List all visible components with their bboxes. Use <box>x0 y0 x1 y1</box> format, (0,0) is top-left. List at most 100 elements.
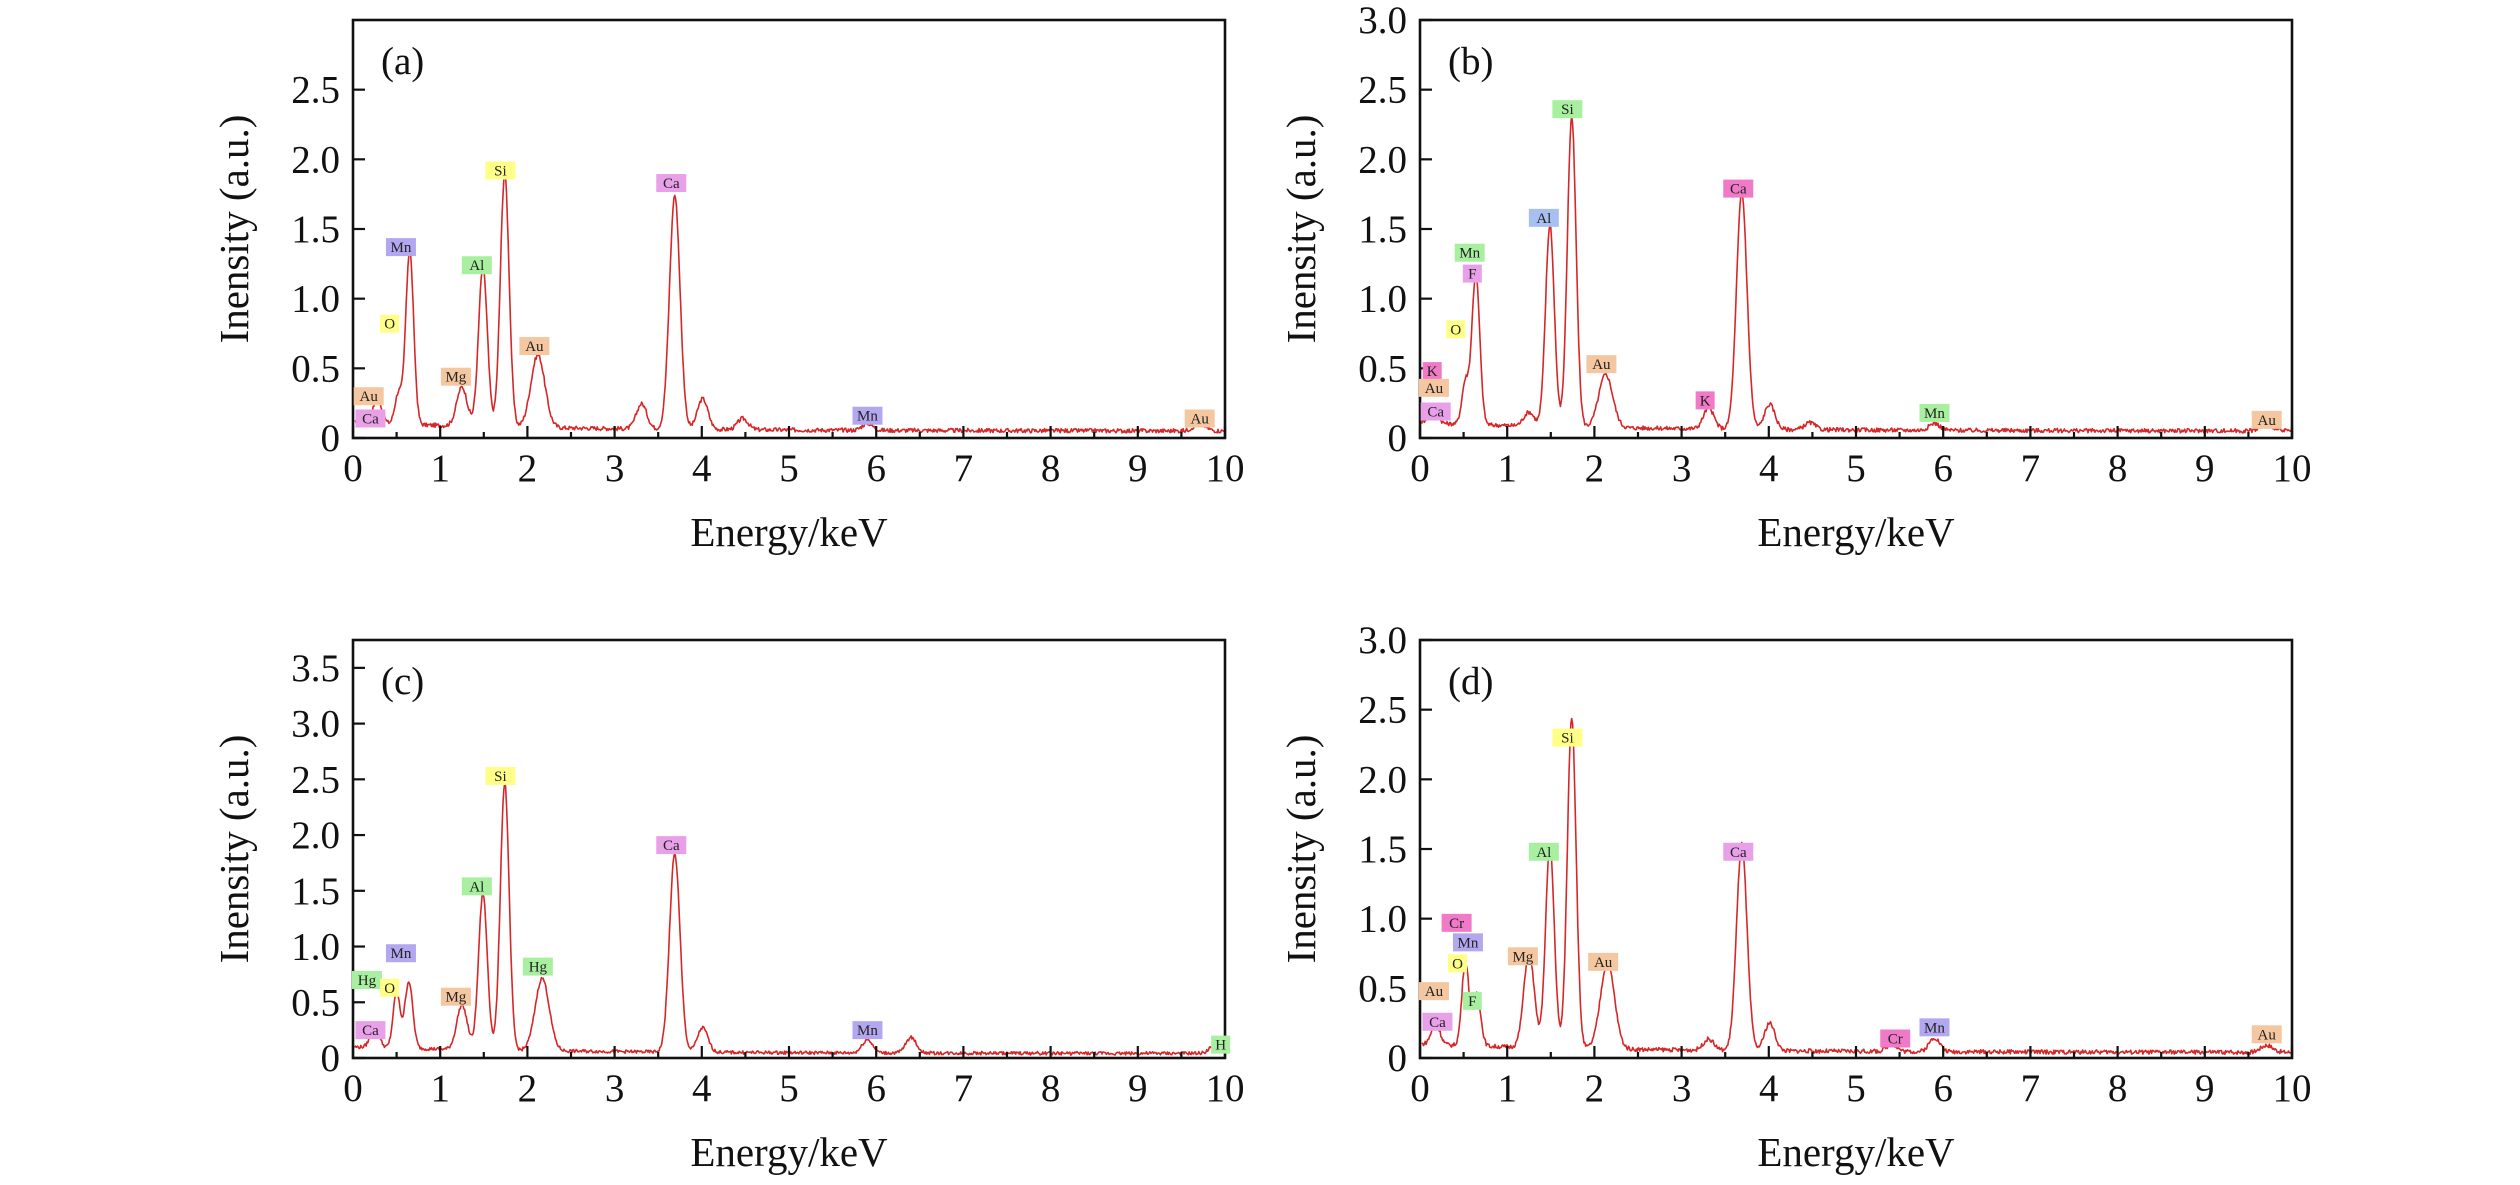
y-tick-label: 3.0 <box>1358 0 1407 42</box>
peak-label-text: Au <box>360 389 379 405</box>
peak-label: Ca <box>355 409 386 428</box>
x-axis-title: Energy/keV <box>1757 1129 1955 1175</box>
peak-label-text: O <box>384 317 395 333</box>
peak-label-text: Au <box>1592 357 1611 373</box>
x-tick-label: 8 <box>2108 447 2128 490</box>
peak-label: Au <box>353 387 384 406</box>
x-tick-label: 3 <box>1672 1067 1692 1110</box>
peak-label-badge <box>1588 952 1619 971</box>
peak-label-badge <box>440 987 471 1006</box>
x-tick-label: 3 <box>605 1067 625 1110</box>
peak-label-text: Si <box>1561 731 1574 747</box>
panel-label: (d) <box>1448 660 1493 703</box>
y-axis-title: Inensity (a.u.) <box>1278 735 1324 964</box>
peak-label-text: H <box>1215 1038 1226 1054</box>
peak-label-badge <box>656 174 687 193</box>
y-axis-title: Inensity (a.u.) <box>211 735 257 964</box>
x-tick-label: 4 <box>1759 1067 1779 1110</box>
peak-label: F <box>1462 264 1482 283</box>
x-tick-label: 3 <box>1672 447 1692 490</box>
peak-label: Mg <box>440 987 471 1006</box>
y-tick-label: 1.5 <box>1358 208 1407 251</box>
peak-label-badge <box>380 314 400 333</box>
x-tick-label: 10 <box>2273 447 2312 490</box>
peak-label-text: Ca <box>362 1023 379 1039</box>
peak-label-badge <box>355 1021 386 1040</box>
x-tick-label: 6 <box>866 447 886 490</box>
y-tick-label: 0 <box>321 417 341 460</box>
y-tick-label: 1.0 <box>1358 278 1407 321</box>
peak-label-text: Au <box>1191 411 1210 427</box>
peak-label-badge <box>852 1021 883 1040</box>
peak-label-text: F <box>1468 994 1476 1010</box>
y-tick-label: 1.0 <box>291 278 340 321</box>
peak-label-badge <box>1211 1035 1231 1054</box>
x-tick-label: 9 <box>1128 447 1148 490</box>
peak-label-text: F <box>1468 267 1476 283</box>
peak-label-badge <box>1441 913 1472 932</box>
y-tick-label: 0 <box>321 1037 341 1080</box>
peak-label-text: Mn <box>1459 246 1480 262</box>
x-axis-title: Energy/keV <box>1757 509 1955 555</box>
peak-label-text: Cr <box>1888 1031 1903 1047</box>
peak-label-badge <box>522 957 553 976</box>
y-tick-label: 0.5 <box>1358 347 1407 390</box>
panel-label: (b) <box>1448 40 1493 83</box>
x-tick-label: 2 <box>518 447 538 490</box>
peak-label-text: K <box>1427 364 1438 380</box>
y-tick-label: 3.0 <box>291 703 340 746</box>
peak-label-text: Ca <box>362 411 379 427</box>
x-tick-label: 2 <box>1585 447 1605 490</box>
y-tick-label: 3.5 <box>291 647 340 690</box>
y-tick-label: 1.0 <box>291 926 340 969</box>
peak-label-text: Ca <box>1429 1015 1446 1031</box>
peak-label: Mn <box>385 944 416 963</box>
peak-label: Al <box>461 877 492 896</box>
x-tick-label: 7 <box>2021 1067 2041 1110</box>
peak-label: Au <box>1588 952 1619 971</box>
peak-label-badge <box>1447 954 1467 973</box>
peak-label: Al <box>1528 208 1559 227</box>
peak-label-badge <box>1418 982 1449 1001</box>
x-tick-label: 8 <box>1041 1067 1061 1110</box>
peak-label-badge <box>461 256 492 275</box>
x-tick-label: 5 <box>779 447 799 490</box>
x-tick-label: 8 <box>2108 1067 2128 1110</box>
peak-label: Mn <box>385 238 416 257</box>
peak-label: Al <box>1528 842 1559 861</box>
y-tick-label: 0 <box>1388 417 1408 460</box>
peak-label-badge <box>2251 410 2282 429</box>
y-tick-label: 2.5 <box>1358 69 1407 112</box>
peak-label-badge <box>380 978 400 997</box>
x-tick-label: 7 <box>2021 447 2041 490</box>
y-tick-label: 2.0 <box>1358 138 1407 181</box>
peak-label: Hg <box>522 957 553 976</box>
peak-label-badge <box>353 387 384 406</box>
peak-label: Au <box>1586 355 1617 374</box>
peak-label-text: Si <box>494 163 507 179</box>
y-tick-label: 1.5 <box>291 870 340 913</box>
x-tick-label: 0 <box>1410 447 1430 490</box>
x-tick-label: 6 <box>866 1067 886 1110</box>
peak-label-badge <box>1528 208 1559 227</box>
x-tick-label: 0 <box>343 447 363 490</box>
peak-label-badge <box>1507 947 1538 966</box>
peak-label: Mn <box>1452 933 1483 952</box>
peak-label-badge <box>1454 243 1485 262</box>
chart-panel-2: 0 1 2 3 4 5 6 7 8 9 1000.51.01.52.02.53.03.5Energy… <box>211 638 1245 1175</box>
peak-label: Mg <box>440 367 471 386</box>
y-axis-title: Inensity (a.u.) <box>211 115 257 344</box>
peak-label: Mn <box>852 406 883 425</box>
peak-label-text: Mn <box>1924 1020 1945 1036</box>
peak-label-text: Mg <box>445 990 466 1006</box>
peak-label-badge <box>1919 1018 1950 1037</box>
peak-label-text: O <box>1452 956 1463 972</box>
peak-label-text: Si <box>494 769 507 785</box>
y-tick-label: 1.0 <box>1358 898 1407 941</box>
peak-label-badge <box>461 877 492 896</box>
peak-label-badge <box>1552 100 1583 119</box>
peak-label: Au <box>2251 410 2282 429</box>
peak-label: Ca <box>1422 1012 1453 1031</box>
peak-label-badge <box>519 337 550 356</box>
peak-label: O <box>380 314 400 333</box>
